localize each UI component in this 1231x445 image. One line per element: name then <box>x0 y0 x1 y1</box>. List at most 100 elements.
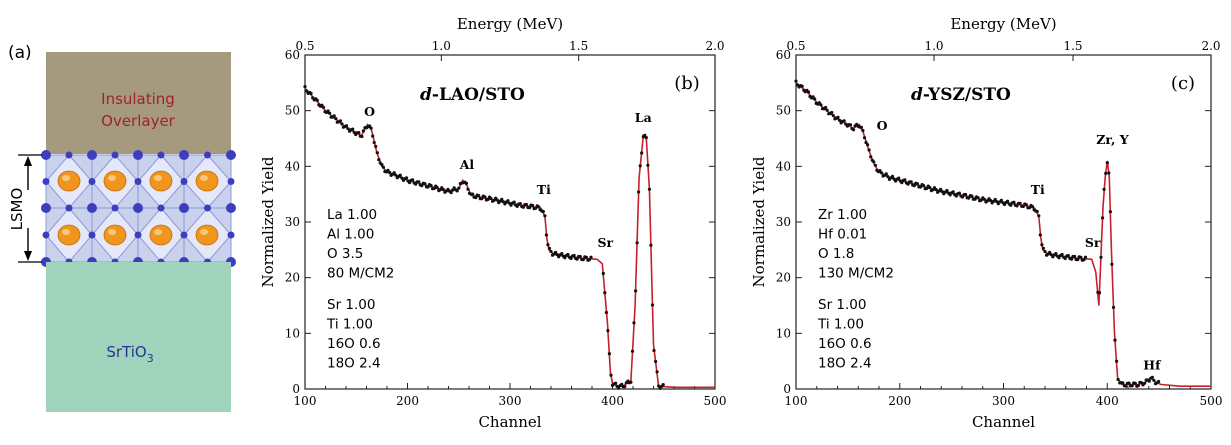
a-site-atom <box>149 224 173 246</box>
data-point <box>1063 256 1067 261</box>
composition-line: Sr 1.00 <box>818 297 866 313</box>
oxygen-atom <box>65 204 73 212</box>
element-annotation: O <box>877 118 888 133</box>
data-point <box>606 329 610 333</box>
data-point <box>1108 210 1112 214</box>
data-point <box>1038 233 1042 237</box>
data-point <box>635 241 639 245</box>
y-tick-label: 0 <box>292 382 300 396</box>
x2-tick-label: 1.5 <box>569 39 588 53</box>
data-point <box>988 198 993 203</box>
composition-line: O 3.5 <box>327 246 363 262</box>
data-point <box>1069 257 1074 261</box>
oxygen-atom <box>227 231 235 239</box>
oxygen-atom <box>111 204 119 212</box>
data-point <box>321 105 326 109</box>
data-point <box>1113 338 1117 342</box>
oxygen-atom <box>180 231 188 239</box>
chart-panel-b: 100 200 300 400 500 0 10 20 30 40 50 60 0.5 1.0 1.5 2.0… <box>250 0 730 441</box>
data-point <box>575 257 579 261</box>
data-point <box>873 163 877 167</box>
element-annotation: Hf <box>1143 358 1162 373</box>
overlayer-layer <box>46 52 231 154</box>
composition-line: 130 M/CM2 <box>818 266 894 282</box>
composition-line: Ti 1.00 <box>817 316 864 332</box>
data-point <box>1130 384 1134 388</box>
data-point <box>866 143 870 147</box>
overlayer-label-line2: Overlayer <box>101 112 176 130</box>
b-site-atom <box>179 203 189 213</box>
data-point <box>1121 381 1125 385</box>
x2-tick-label: 1.5 <box>1063 39 1082 53</box>
data-point <box>964 192 968 197</box>
data-point <box>423 182 427 186</box>
data-point <box>474 196 478 200</box>
composition-line: Zr 1.00 <box>818 207 867 223</box>
data-point <box>1040 243 1044 247</box>
data-point <box>869 155 873 159</box>
y-tick-label: 30 <box>776 215 791 229</box>
data-point <box>375 151 379 155</box>
x2-tick-label: 1.0 <box>924 39 943 53</box>
y-tick-label: 0 <box>783 382 791 396</box>
x2-tick-label: 1.0 <box>432 39 451 53</box>
x2-axis-label: Energy (MeV) <box>457 15 563 33</box>
data-point <box>1037 214 1041 218</box>
x-tick-label: 500 <box>1200 394 1223 408</box>
data-point <box>589 255 593 259</box>
data-point <box>584 255 588 259</box>
data-point <box>925 186 929 190</box>
data-point <box>417 180 421 184</box>
data-point <box>1002 202 1007 207</box>
data-point <box>649 243 653 247</box>
rbs-spectrum-chart-c: 100 200 300 400 500 0 10 20 30 40 50 600.5 1.0 1.5 2.0… <box>750 15 1223 431</box>
data-point <box>414 182 418 186</box>
data-point <box>1024 203 1028 207</box>
data-point <box>334 117 338 121</box>
oxygen-atom <box>204 204 211 212</box>
composition-line: 16O 0.6 <box>818 336 872 352</box>
data-point <box>647 187 651 191</box>
data-point <box>486 197 490 201</box>
oxygen-atom <box>134 178 142 185</box>
data-point <box>1104 171 1108 175</box>
data-point <box>501 200 505 204</box>
data-point <box>1111 305 1116 309</box>
data-point <box>332 114 336 118</box>
data-point <box>634 289 638 293</box>
data-point <box>1060 252 1064 257</box>
data-point <box>954 194 958 198</box>
data-point <box>650 303 655 307</box>
data-point <box>630 349 635 353</box>
data-point <box>951 190 955 194</box>
data-point <box>661 383 665 387</box>
data-point <box>455 189 459 193</box>
element-annotation: Sr <box>1085 235 1101 250</box>
data-point <box>566 252 570 257</box>
data-point <box>1054 252 1058 256</box>
data-point <box>1073 254 1077 259</box>
data-point <box>607 352 611 356</box>
data-point <box>867 148 871 152</box>
oxygen-atom <box>65 151 73 159</box>
data-point <box>1015 204 1019 208</box>
y-tick-label: 60 <box>776 48 791 62</box>
lsmo-perovskite-layer <box>41 150 236 267</box>
element-annotation: La <box>635 110 652 125</box>
oxygen-atom <box>42 178 50 185</box>
atom-highlight <box>154 229 162 235</box>
x2-tick-label: 2.0 <box>1201 39 1220 53</box>
data-point <box>1041 246 1045 250</box>
data-point <box>1043 249 1047 254</box>
b-site-atom <box>133 150 143 160</box>
data-point <box>432 186 436 190</box>
data-point <box>1102 187 1106 191</box>
x-tick-label: 200 <box>888 394 911 408</box>
data-point <box>554 250 558 254</box>
data-point <box>489 196 493 201</box>
data-point <box>547 246 552 250</box>
x-tick-label: 100 <box>785 394 808 408</box>
b-site-atom <box>179 150 189 160</box>
data-point <box>836 115 840 119</box>
data-point <box>638 164 642 168</box>
